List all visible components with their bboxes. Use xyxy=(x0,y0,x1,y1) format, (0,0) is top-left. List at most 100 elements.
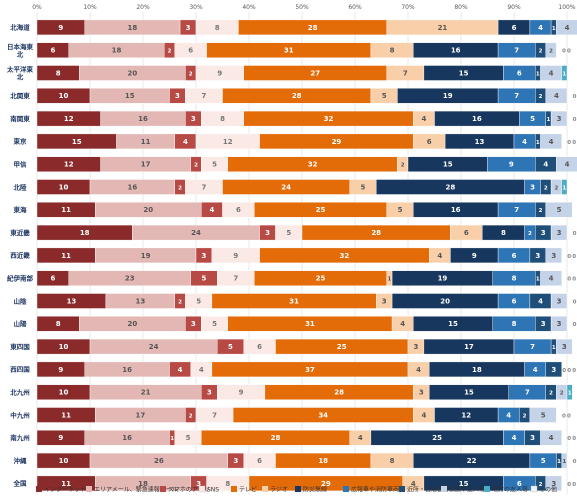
legend-label: ラジオ xyxy=(270,487,288,494)
data-label: 8 xyxy=(390,457,395,465)
data-label: 0 xyxy=(572,254,576,260)
x-tick-label: 60% xyxy=(348,4,362,11)
data-label: 9 xyxy=(233,252,238,260)
data-label: 0 xyxy=(562,49,566,55)
data-label: 11 xyxy=(141,138,151,146)
data-label: 3 xyxy=(535,252,540,260)
data-label: 3 xyxy=(551,252,556,260)
data-label: 0 xyxy=(572,277,576,283)
data-label: 1 xyxy=(536,140,540,146)
data-label: 7 xyxy=(514,92,519,100)
data-label: 31 xyxy=(305,320,315,328)
bar-segment xyxy=(545,88,568,104)
category-label: 山陽 xyxy=(14,319,28,328)
data-label: 10 xyxy=(59,389,69,397)
category-label: 北 xyxy=(17,49,24,58)
data-label: 4 xyxy=(549,138,554,146)
data-label: 9 xyxy=(217,69,222,77)
data-label: 3 xyxy=(382,297,387,305)
data-label: 4 xyxy=(209,206,214,214)
legend-label: 近所・自治会等 xyxy=(407,486,449,494)
data-label: 16 xyxy=(451,206,461,214)
data-label: 0 xyxy=(567,436,571,442)
category-label: 西四国 xyxy=(10,365,30,374)
category-label: 日本海東 xyxy=(7,42,34,51)
data-label: 0 xyxy=(573,459,577,465)
data-label: 1 xyxy=(536,71,540,77)
data-label: 24 xyxy=(191,229,201,237)
bar-segment xyxy=(550,316,568,332)
data-label: 8 xyxy=(220,115,225,123)
data-label: 18 xyxy=(318,457,328,465)
data-label: 8 xyxy=(501,229,506,237)
data-label: 28 xyxy=(371,229,381,237)
legend-swatch xyxy=(530,485,538,493)
data-label: 0 xyxy=(567,277,571,283)
data-label: 2 xyxy=(539,482,543,488)
data-label: 1 xyxy=(562,459,566,465)
bar-segment xyxy=(545,475,562,492)
data-label: 4 xyxy=(565,161,570,169)
bar-segment xyxy=(540,270,562,286)
data-label: 29 xyxy=(321,480,331,488)
x-tick-label: 10% xyxy=(83,4,97,11)
data-label: 0 xyxy=(562,413,566,419)
data-label: 1 xyxy=(568,391,572,397)
x-tick-label: 90% xyxy=(507,4,521,11)
data-label: 16 xyxy=(122,366,132,374)
data-label: 9 xyxy=(509,161,514,169)
data-label: 7 xyxy=(202,92,207,100)
legend-label: 防災無線 xyxy=(303,486,327,494)
bar-segment xyxy=(550,110,568,127)
data-label: 13 xyxy=(475,138,485,146)
data-label: 5 xyxy=(212,161,217,169)
data-label: 24 xyxy=(281,183,291,191)
data-label: 2 xyxy=(168,49,172,55)
data-label: 11 xyxy=(61,480,71,488)
data-label: 28 xyxy=(334,389,344,397)
data-label: 6 xyxy=(464,229,469,237)
bar-segment xyxy=(556,338,573,355)
data-label: 0 xyxy=(573,322,577,328)
x-axis-ticks: 0% 10% 20% 30% 40% 50% 60% 70% 80% 90% 100% xyxy=(32,4,576,11)
data-label: 15 xyxy=(459,480,469,488)
data-label: 15 xyxy=(448,320,458,328)
data-label: 1 xyxy=(388,277,392,283)
data-label: 0 xyxy=(572,436,576,442)
data-label: 0 xyxy=(572,482,576,488)
data-label: 1 xyxy=(547,117,551,123)
data-label: 4 xyxy=(533,366,538,374)
category-label: 東近畿 xyxy=(10,228,30,237)
data-label: 15 xyxy=(125,92,135,100)
data-label: 0 xyxy=(567,413,571,419)
data-label: 8 xyxy=(56,320,61,328)
data-label: 4 xyxy=(178,366,183,374)
data-label: 4 xyxy=(538,297,543,305)
category-label: 東海 xyxy=(14,205,28,214)
data-label: 3 xyxy=(175,92,180,100)
data-label: 5 xyxy=(382,92,387,100)
legend-swatch xyxy=(295,486,301,492)
data-label: 1 xyxy=(170,436,174,442)
legend-swatch xyxy=(198,485,206,493)
data-label: 20 xyxy=(143,206,153,214)
category-label: 北海道 xyxy=(10,23,30,32)
data-label: 6 xyxy=(512,297,517,305)
data-label: 4 xyxy=(506,411,511,419)
data-label: 37 xyxy=(305,366,315,374)
x-tick-label: 20% xyxy=(136,4,150,11)
category-label: 南関東 xyxy=(10,114,30,123)
data-label: 2 xyxy=(528,231,532,237)
data-label: 5 xyxy=(541,457,546,465)
data-label: 6 xyxy=(236,206,241,214)
category-label: 山陰 xyxy=(14,296,28,305)
data-label: 25 xyxy=(432,434,442,442)
x-tick-label: 100% xyxy=(558,4,575,11)
data-label: 16 xyxy=(128,183,138,191)
data-label: 10 xyxy=(59,92,69,100)
data-label: 20 xyxy=(128,320,138,328)
data-label: 10 xyxy=(59,183,69,191)
data-label: 4 xyxy=(416,366,421,374)
data-label: 13 xyxy=(135,297,145,305)
data-label: 32 xyxy=(340,252,350,260)
